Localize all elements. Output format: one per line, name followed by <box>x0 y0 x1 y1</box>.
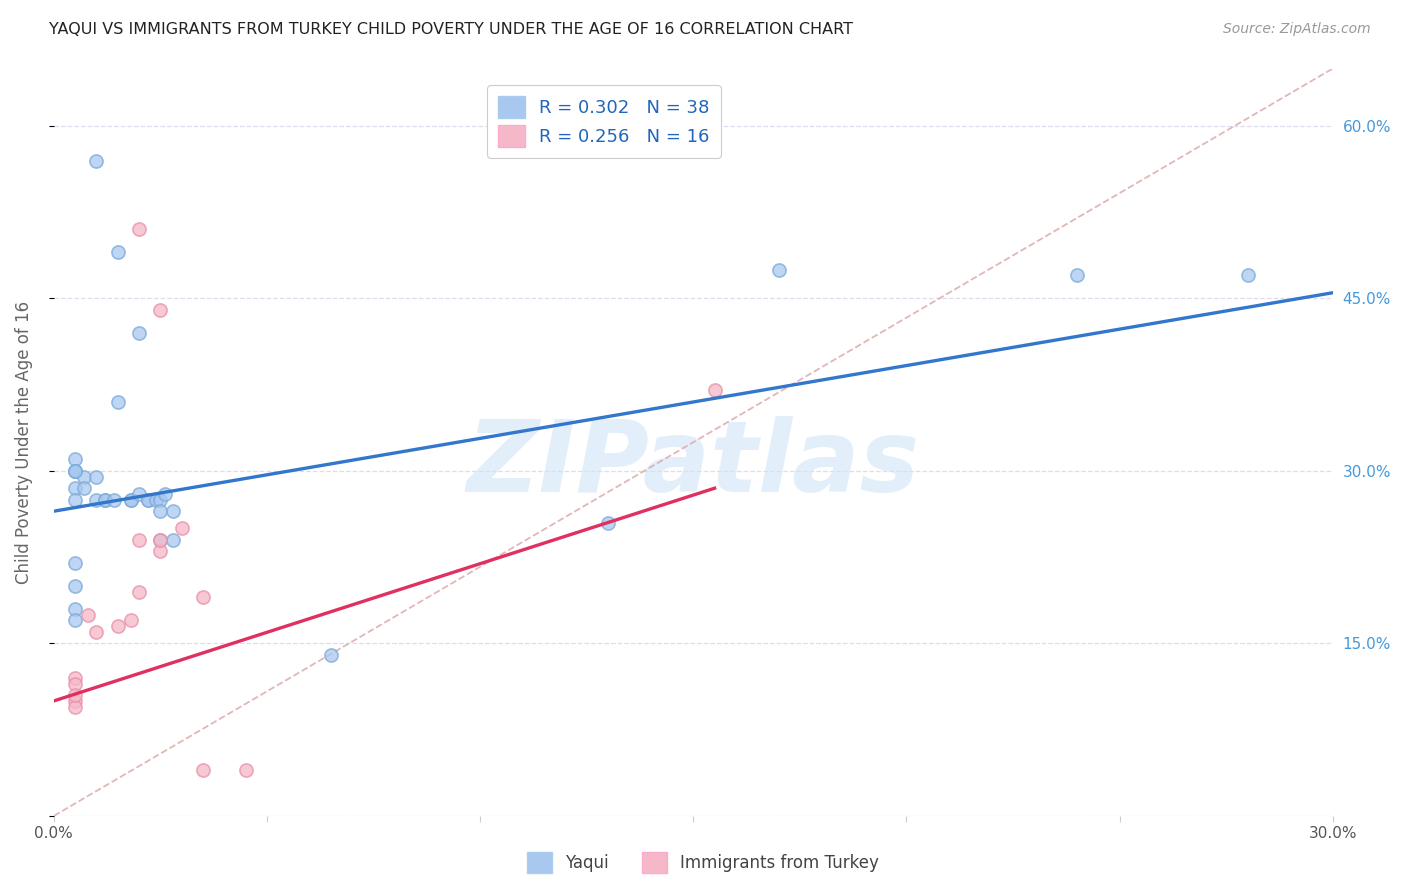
Point <box>1236 268 1258 283</box>
Text: YAQUI VS IMMIGRANTS FROM TURKEY CHILD POVERTY UNDER THE AGE OF 16 CORRELATION CH: YAQUI VS IMMIGRANTS FROM TURKEY CHILD PO… <box>49 22 853 37</box>
Point <box>77 607 100 622</box>
Point <box>596 516 619 530</box>
Legend: R = 0.302   N = 38, R = 0.256   N = 16: R = 0.302 N = 38, R = 0.256 N = 16 <box>486 85 720 158</box>
Point <box>136 492 159 507</box>
Point <box>768 262 790 277</box>
Point <box>63 614 86 628</box>
Point <box>63 579 86 593</box>
Point <box>149 533 172 547</box>
Point <box>1066 268 1088 283</box>
Point <box>73 481 96 495</box>
Point <box>191 763 214 777</box>
Y-axis label: Child Poverty Under the Age of 16: Child Poverty Under the Age of 16 <box>15 301 32 583</box>
Point <box>63 694 86 708</box>
Point <box>120 492 142 507</box>
Point <box>319 648 342 662</box>
Point <box>162 504 184 518</box>
Point <box>107 395 129 409</box>
Point <box>103 492 125 507</box>
Point <box>162 533 184 547</box>
Point <box>703 384 725 398</box>
Text: ZIPatlas: ZIPatlas <box>467 417 920 513</box>
Point <box>86 469 108 483</box>
Point <box>149 303 172 318</box>
Point <box>63 464 86 478</box>
Point <box>120 614 142 628</box>
Point <box>63 481 86 495</box>
Point <box>63 556 86 570</box>
Point <box>235 763 257 777</box>
Point <box>145 492 167 507</box>
Text: Source: ZipAtlas.com: Source: ZipAtlas.com <box>1223 22 1371 37</box>
Point <box>94 492 117 507</box>
Point <box>63 492 86 507</box>
Point <box>63 676 86 690</box>
Point <box>149 533 172 547</box>
Point <box>149 504 172 518</box>
Point <box>63 464 86 478</box>
Point <box>149 492 172 507</box>
Point <box>128 487 150 501</box>
Point <box>63 699 86 714</box>
Point <box>128 533 150 547</box>
Point <box>170 521 193 535</box>
Point <box>191 591 214 605</box>
Point <box>128 326 150 340</box>
Point <box>73 469 96 483</box>
Point <box>107 245 129 260</box>
Point <box>63 452 86 467</box>
Point <box>86 153 108 168</box>
Point <box>63 671 86 685</box>
Point <box>94 492 117 507</box>
Point <box>63 464 86 478</box>
Point <box>63 602 86 616</box>
Point <box>128 584 150 599</box>
Point <box>107 619 129 633</box>
Point <box>120 492 142 507</box>
Point <box>136 492 159 507</box>
Point <box>153 487 176 501</box>
Point <box>149 544 172 558</box>
Point <box>63 688 86 702</box>
Point <box>86 624 108 639</box>
Point <box>128 222 150 236</box>
Legend: Yaqui, Immigrants from Turkey: Yaqui, Immigrants from Turkey <box>520 846 886 880</box>
Point <box>86 492 108 507</box>
